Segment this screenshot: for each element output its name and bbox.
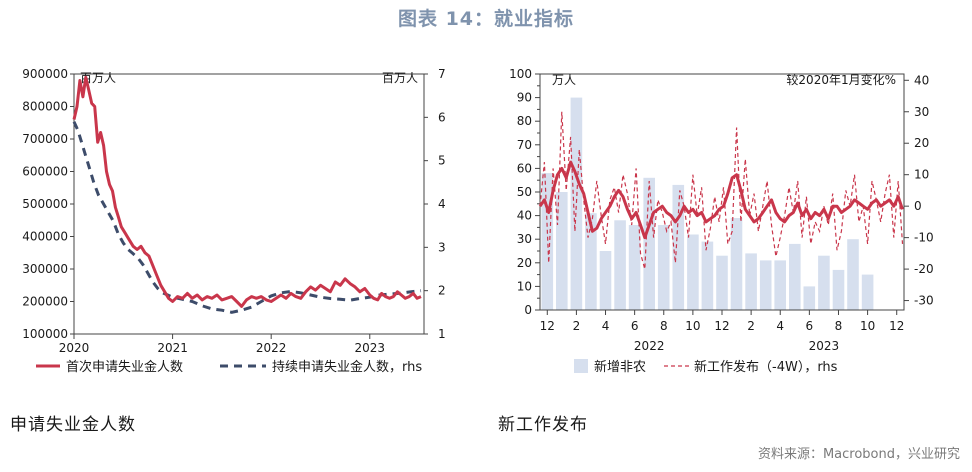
payrolls-bar: [585, 213, 597, 310]
claims-chart-caption: 申请失业金人数: [10, 415, 136, 435]
x-tick-label: 6: [631, 319, 639, 333]
y-right-tick-label: -10: [914, 231, 934, 245]
payrolls-bar: [614, 220, 626, 310]
y-right-tick-label: 0: [914, 199, 922, 213]
y-right-tick-label: 10: [914, 168, 929, 182]
y-right-tick-label: 4: [438, 197, 446, 211]
x-tick-label: 4: [602, 319, 610, 333]
right-unit-label: 百万人: [382, 71, 418, 85]
x-tick-label: 12: [714, 319, 729, 333]
payrolls-bar: [541, 173, 554, 310]
figure-title: 图表 14：就业指标: [397, 8, 575, 30]
x-tick-label: 2020: [59, 341, 90, 355]
initial-claims-line: [72, 75, 422, 308]
y-left-tick-label: 400000: [22, 230, 68, 244]
y-left-tick-label: 80: [517, 114, 532, 128]
legend-job-postings-label: 新工作发布（-4W），rhs: [694, 359, 838, 375]
x-tick-label: 12: [540, 319, 555, 333]
y-right-tick-label: 1: [438, 327, 446, 341]
job-postings-chart: 0 10 20 30 40 50 60 70 80 90 100 -30 -20 -10 0 10 20 30 40…: [509, 67, 934, 375]
payrolls-bar: [672, 184, 685, 310]
y-left-tick-label: 10: [517, 279, 532, 293]
payrolls-bar: [730, 218, 743, 310]
x-tick-label: 12: [889, 319, 904, 333]
y-left-tick-label: 30: [517, 232, 532, 246]
y-left-tick-label: 200000: [22, 295, 68, 309]
job-postings-chart-caption: 新工作发布: [498, 415, 588, 435]
continuing-claims-line: [72, 121, 422, 314]
payrolls-bar: [861, 274, 874, 310]
left-unit-label: 百万人: [80, 71, 116, 85]
y-left-tick-label: 50: [517, 185, 532, 199]
x-tick-label: 2022: [256, 341, 287, 355]
claims-chart: 100000 200000 300000 400000 500000 600000 7000…: [22, 67, 446, 375]
y-left-tick-label: 900000: [22, 67, 68, 81]
payrolls-bar: [774, 260, 786, 310]
y-left-tick-label: 90: [517, 91, 532, 105]
payrolls-bar: [657, 225, 670, 310]
x-tick-label: 2: [747, 319, 755, 333]
y-right-tick-label: 6: [438, 110, 446, 124]
y-left-tick-label: 100000: [22, 327, 68, 341]
legend-continuing-claims-label: 持续申请失业金人数，rhs: [272, 359, 422, 375]
y-left-tick-label: 0: [524, 303, 532, 317]
y-left-tick-label: 20: [517, 256, 532, 270]
y-right-tick-label: 40: [914, 73, 929, 87]
payrolls-bar: [556, 192, 568, 310]
payrolls-bar: [628, 225, 641, 310]
payrolls-bar: [570, 97, 583, 310]
job-postings-4w-line: [539, 111, 904, 270]
y-left-tick-label: 40: [517, 209, 532, 223]
y-left-tick-label: 700000: [22, 132, 68, 146]
y-right-tick-label: 3: [438, 240, 446, 254]
x-tick-label: 4: [776, 319, 784, 333]
payrolls-bar: [701, 241, 714, 310]
payrolls-bar: [818, 255, 830, 310]
y-left-tick-label: 800000: [22, 100, 68, 114]
x-tick-label: 10: [685, 319, 700, 333]
source-note: 资料来源：Macrobond，兴业研究: [757, 447, 960, 462]
x-tick-label: 2: [573, 319, 581, 333]
x-tick-label: 8: [835, 319, 843, 333]
payrolls-bar: [745, 253, 757, 310]
y-left-tick-label: 500000: [22, 197, 68, 211]
payrolls-bar: [716, 255, 728, 310]
y-right-tick-label: 5: [438, 154, 446, 168]
y-left-tick-label: 300000: [22, 262, 68, 276]
payrolls-bar: [759, 260, 772, 310]
x-tick-label: 8: [660, 319, 668, 333]
payrolls-bar: [832, 269, 845, 310]
y-right-tick-label: 30: [914, 105, 929, 119]
legend-payrolls-label: 新增非农: [594, 359, 646, 375]
payrolls-bar: [643, 177, 655, 310]
x-year-label: 2023: [809, 339, 840, 353]
y-left-tick-label: 60: [517, 161, 532, 175]
x-year-label: 2022: [634, 339, 665, 353]
y-right-tick-label: -30: [914, 294, 934, 308]
y-right-tick-label: 2: [438, 284, 446, 298]
y-right-tick-label: -20: [914, 262, 934, 276]
x-tick-label: 10: [860, 319, 875, 333]
x-tick-label: 2021: [157, 341, 188, 355]
legend-initial-claims-label: 首次申请失业金人数: [66, 359, 183, 375]
y-right-tick-label: 7: [438, 67, 446, 81]
payrolls-bar: [789, 243, 801, 310]
payrolls-bar: [687, 234, 699, 310]
y-right-tick-label: 20: [914, 136, 929, 150]
y-left-tick-label: 70: [517, 138, 532, 152]
x-tick-label: 2023: [355, 341, 386, 355]
left-unit-label: 万人: [552, 73, 576, 87]
job-postings-smoothed-line: [538, 160, 904, 240]
y-left-tick-label: 100: [509, 67, 532, 81]
right-unit-label: 较2020年1月变化%: [786, 72, 896, 87]
y-left-tick-label: 600000: [22, 165, 68, 179]
x-tick-label: 6: [806, 319, 814, 333]
legend-payrolls-swatch: [574, 359, 588, 373]
payrolls-bar: [847, 239, 859, 310]
payrolls-bar: [599, 251, 612, 310]
payrolls-bar: [803, 286, 816, 310]
